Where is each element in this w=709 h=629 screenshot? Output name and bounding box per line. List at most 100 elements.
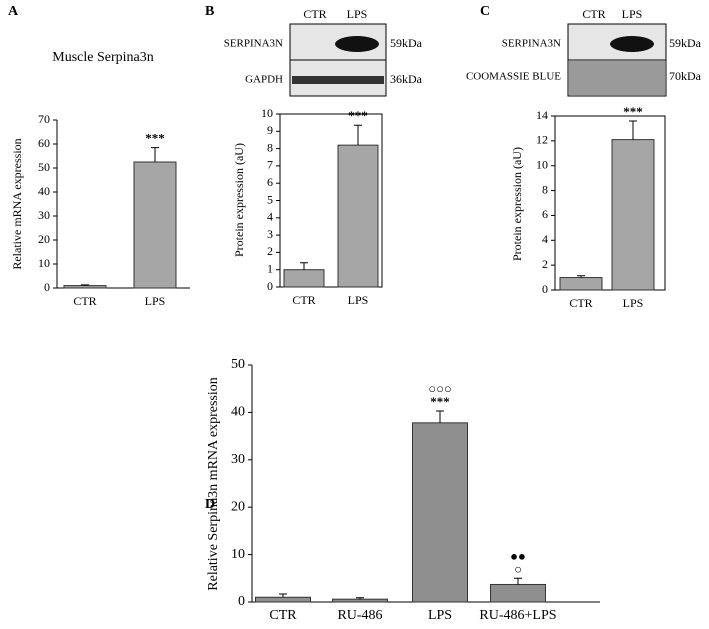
error-bar [300,262,308,270]
blot-row-label: GAPDH [245,74,283,86]
x-tick-label: LPS [623,296,644,310]
significance-label: ○ [514,561,522,576]
blot-size-label: 36kDa [390,72,423,86]
x-tick-label: CTR [269,608,297,623]
blot-size-label: 59kDa [669,36,702,50]
x-tick-label: RU-486+LPS [479,608,556,623]
y-tick-label: 2 [267,244,273,258]
y-tick-label: 6 [542,207,548,221]
lane-label: CTR [582,7,605,21]
y-axis-label: Protein expression (aU) [510,147,524,261]
y-tick-label: 10 [231,547,245,562]
panel-label: D [205,497,215,512]
x-tick-label: CTR [569,296,592,310]
blot-size-label: 70kDa [669,69,702,83]
blot-row-label: SERPINA3N [502,38,561,50]
plot-frame [279,113,383,288]
y-tick-label: 20 [231,499,245,514]
error-bar [436,410,444,423]
y-tick-label: 10 [38,256,50,270]
y-tick-label: 12 [536,133,548,147]
y-tick-label: 4 [542,232,548,246]
y-tick-label: 4 [267,210,273,224]
blot-band [292,76,384,84]
significance-label: ●● [510,548,526,563]
bar [255,596,311,603]
chart-panel: A Muscle Serpina3n Relative mRNA expressio… [8,4,190,308]
significance-label: *** [145,131,165,146]
bar [133,161,177,289]
bar [283,269,325,288]
panel-label: B [205,4,214,19]
significance-label: *** [430,394,450,409]
y-tick-label: 2 [542,257,548,271]
lane-label: LPS [622,7,643,21]
error-bar [81,284,89,286]
blot-row-label: SERPINA3N [224,38,283,50]
y-tick-label: 14 [536,108,548,122]
y-tick-label: 0 [267,279,273,293]
y-axis-label: Relative Serpina3n mRNA expression [206,377,221,590]
error-bar [354,124,362,146]
bar [332,598,388,603]
bar [63,285,107,289]
bar [490,583,546,603]
blot-band [610,36,654,52]
significance-label: *** [348,108,368,123]
blot-band [335,36,379,52]
blot-row-label: COOMASSIE BLUE [466,71,561,83]
y-tick-label: 3 [267,227,273,241]
y-tick-label: 60 [38,136,50,150]
x-tick-label: CTR [73,294,96,308]
error-bar [629,120,637,140]
y-tick-label: 5 [267,192,273,206]
y-axis-label: Protein expression (aU) [232,143,246,257]
y-tick-label: 10 [536,157,548,171]
bar [337,144,379,288]
y-tick-label: 50 [38,160,50,174]
error-bar [514,577,522,585]
y-tick-label: 10 [261,106,273,120]
significance-label: ○○○ [428,381,452,396]
x-tick-label: LPS [145,294,166,308]
x-tick-label: RU-486 [337,608,382,623]
y-tick-label: 8 [267,140,273,154]
error-bar [577,275,585,278]
chart-panel: B Protein expression (aU) 0 1 2 3 4 5 6 7 8 9 10 CTR L… [205,4,423,307]
lane-label: LPS [347,7,368,21]
error-bar [279,593,287,598]
chart-panel: C Protein expression (aU) 0 2 4 6 8 10 12 14 CTR LP… [466,4,702,310]
y-tick-label: 0 [44,280,50,294]
y-tick-label: 40 [38,184,50,198]
plot-frame [554,115,666,291]
bar [559,277,603,291]
error-bar [356,597,364,600]
bar [412,422,468,603]
y-tick-label: 40 [231,405,245,420]
y-tick-label: 50 [231,357,245,372]
y-tick-label: 1 [267,261,273,275]
x-tick-label: LPS [348,293,369,307]
y-tick-label: 0 [542,282,548,296]
chart-title: Muscle Serpina3n [52,50,153,65]
panel-label: A [8,4,19,19]
y-tick-label: 7 [267,158,273,172]
y-tick-label: 6 [267,175,273,189]
y-tick-label: 30 [231,452,245,467]
bar [611,139,655,291]
y-tick-label: 9 [267,123,273,137]
y-tick-label: 20 [38,232,50,246]
y-axis-label: Relative mRNA expression [10,138,24,269]
panel-label: C [480,4,490,19]
y-tick-label: 0 [238,594,245,609]
error-bar [151,147,159,162]
significance-label: *** [623,104,643,119]
lane-label: CTR [303,7,326,21]
blot-size-label: 59kDa [390,36,423,50]
y-tick-label: 30 [38,208,50,222]
x-tick-label: LPS [428,608,452,623]
y-tick-label: 70 [38,112,50,126]
x-tick-label: CTR [292,293,315,307]
